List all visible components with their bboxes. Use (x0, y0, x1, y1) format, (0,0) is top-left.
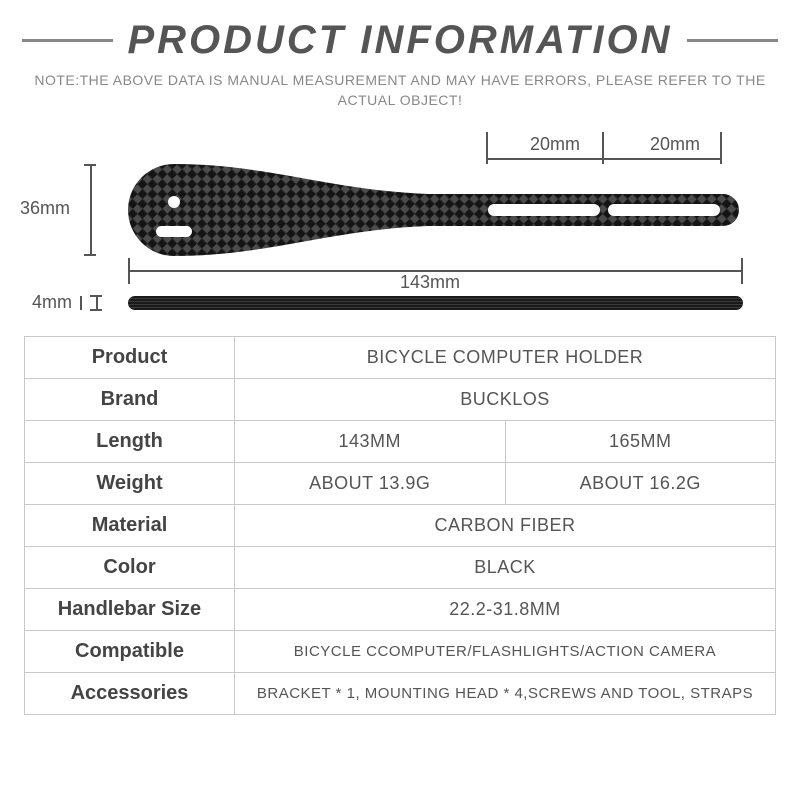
table-row: Handlebar Size22.2-31.8MM (25, 589, 776, 631)
table-row: WeightABOUT 13.9GABOUT 16.2G (25, 463, 776, 505)
spec-value: BUCKLOS (235, 379, 776, 421)
dim-cap (84, 164, 96, 166)
spec-label: Product (25, 337, 235, 379)
spec-value: BRACKET * 1, MOUNTING HEAD * 4,SCREWS AN… (235, 673, 776, 715)
spec-label: Weight (25, 463, 235, 505)
dim-cap (741, 258, 743, 284)
dim-height-line (90, 164, 92, 256)
table-row: AccessoriesBRACKET * 1, MOUNTING HEAD * … (25, 673, 776, 715)
page-title: PRODUCT INFORMATION (127, 18, 672, 63)
spec-value: 22.2-31.8MM (235, 589, 776, 631)
spec-label: Compatible (25, 631, 235, 673)
table-row: CompatibleBICYCLE CCOMPUTER/FLASHLIGHTS/… (25, 631, 776, 673)
dim-slot1-label: 20mm (530, 134, 580, 155)
note-text: NOTE:THE ABOVE DATA IS MANUAL MEASUREMEN… (0, 71, 800, 110)
table-row: ColorBLACK (25, 547, 776, 589)
product-diagram: 36mm 20mm 20mm (20, 128, 780, 328)
dim-length-label: 143mm (400, 272, 460, 293)
spec-table: ProductBICYCLE COMPUTER HOLDERBrandBUCKL… (24, 336, 776, 715)
dim-cap (128, 258, 130, 284)
dim-thickness-line (80, 296, 82, 310)
spec-label: Color (25, 547, 235, 589)
spec-value: 165MM (505, 421, 776, 463)
spec-label: Length (25, 421, 235, 463)
spec-value: CARBON FIBER (235, 505, 776, 547)
spec-value: ABOUT 16.2G (505, 463, 776, 505)
dim-slot-line (486, 158, 722, 160)
bracket-top-view (128, 164, 743, 256)
spec-value: BLACK (235, 547, 776, 589)
table-row: Length143MM165MM (25, 421, 776, 463)
table-row: BrandBUCKLOS (25, 379, 776, 421)
dim-thickness-label: 4mm (32, 292, 72, 313)
spec-label: Brand (25, 379, 235, 421)
table-row: MaterialCARBON FIBER (25, 505, 776, 547)
spec-value: 143MM (235, 421, 506, 463)
title-rule-right (687, 39, 778, 42)
spec-value: ABOUT 13.9G (235, 463, 506, 505)
table-row: ProductBICYCLE COMPUTER HOLDER (25, 337, 776, 379)
spec-label: Handlebar Size (25, 589, 235, 631)
dim-cap (84, 254, 96, 256)
dim-thickness-line (96, 296, 98, 310)
dim-slot2-label: 20mm (650, 134, 700, 155)
spec-label: Accessories (25, 673, 235, 715)
spec-value: BICYCLE COMPUTER HOLDER (235, 337, 776, 379)
dim-height-label: 36mm (20, 198, 70, 219)
spec-value: BICYCLE CCOMPUTER/FLASHLIGHTS/ACTION CAM… (235, 631, 776, 673)
title-rule-left (22, 39, 113, 42)
bracket-side-view (128, 296, 743, 310)
spec-label: Material (25, 505, 235, 547)
